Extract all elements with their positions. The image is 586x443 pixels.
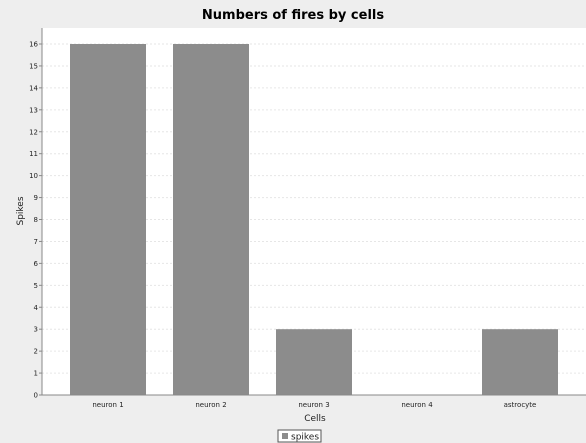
y-tick-label: 12	[29, 128, 38, 136]
y-tick-label: 13	[29, 106, 38, 114]
y-axis-label: Spikes	[16, 196, 26, 225]
bars	[70, 44, 558, 395]
y-tick-label: 11	[29, 150, 38, 158]
x-tick-labels: neuron 1 neuron 2 neuron 3 neuron 4 astrocyt…	[92, 401, 536, 409]
y-tick-label: 14	[29, 84, 38, 92]
x-tick-label: neuron 3	[298, 401, 329, 409]
bar-neuron-1	[70, 44, 146, 395]
y-tick-label: 6	[34, 260, 39, 268]
x-tick-label: neuron 4	[401, 401, 433, 409]
bar-neuron-2	[173, 44, 249, 395]
legend-swatch	[282, 433, 288, 439]
chart-title: Numbers of fires by cells	[202, 8, 384, 23]
legend-label: spikes	[291, 433, 319, 443]
y-tick-label: 7	[34, 238, 38, 246]
y-tick-label: 3	[34, 326, 38, 334]
bar-neuron-3	[276, 329, 352, 395]
x-tick-label: neuron 2	[195, 401, 226, 409]
y-tick-label: 8	[34, 216, 38, 224]
y-tick-label: 9	[34, 194, 38, 202]
bar-astrocyte	[482, 329, 558, 395]
y-tick-label: 15	[29, 62, 38, 70]
y-tick-label: 1	[34, 370, 38, 378]
y-tick-label: 5	[34, 282, 38, 290]
y-tick-label: 10	[29, 172, 38, 180]
y-tick-label: 4	[34, 304, 39, 312]
y-tick-label: 0	[34, 392, 38, 400]
legend: spikes	[277, 429, 322, 443]
legend-box	[277, 429, 322, 443]
x-tick-label: neuron 1	[92, 401, 123, 409]
x-axis-label: Cells	[304, 414, 326, 424]
y-tick-label: 2	[34, 348, 38, 356]
x-tick-label: astrocyte	[504, 401, 537, 409]
y-tick-label: 16	[29, 41, 38, 49]
